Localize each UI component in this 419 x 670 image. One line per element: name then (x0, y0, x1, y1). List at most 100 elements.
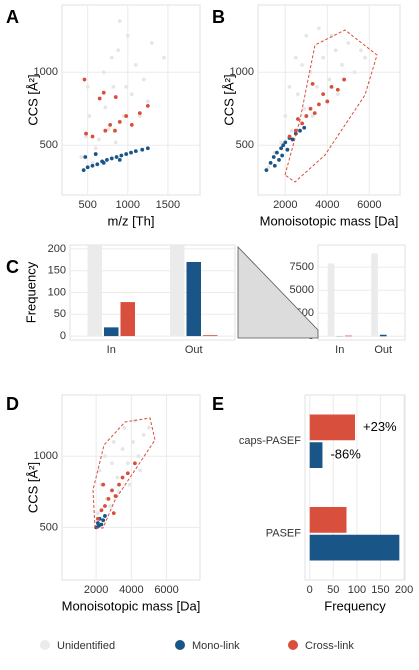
point (289, 128, 294, 133)
x-tick-label: Out (185, 344, 203, 356)
point (290, 137, 295, 142)
point (310, 114, 315, 118)
legend-label: Unidentified (57, 640, 115, 652)
point (300, 121, 305, 126)
y-axis-label: CCS [Å²] (25, 462, 40, 513)
x-axis-label: Monoisotopic mass [Da] (260, 213, 399, 228)
x-tick-label: 50 (327, 584, 339, 596)
zoom-connector (237, 246, 319, 339)
x-tick-label: 0 (307, 584, 313, 596)
point (82, 77, 87, 82)
point (115, 475, 120, 480)
point (87, 114, 92, 118)
point (308, 106, 313, 111)
y-tick-label: 7500 (290, 261, 314, 273)
point (109, 55, 114, 60)
point (321, 92, 326, 97)
point (346, 41, 351, 45)
point (161, 55, 166, 60)
point (95, 162, 100, 167)
point (96, 524, 101, 528)
point (333, 48, 338, 53)
point (124, 84, 129, 89)
point (137, 114, 142, 118)
y-tick-label: PASEF (266, 528, 302, 540)
point (264, 168, 269, 173)
panel-label: B (212, 7, 225, 27)
point (272, 163, 277, 168)
point (129, 122, 134, 127)
point (147, 425, 151, 430)
x-tick-label: 1000 (116, 199, 140, 211)
y-axis-label: CCS [Å²] (221, 74, 236, 125)
x-tick-label: 100 (348, 584, 366, 596)
point (99, 508, 104, 513)
y-tick-label: 500 (236, 139, 254, 151)
bar (203, 335, 218, 337)
y-tick-label: 100 (48, 286, 66, 298)
point (85, 165, 90, 170)
bar (327, 263, 335, 337)
panel: 0 50 100 150 200 C Frequency In Out (6, 243, 236, 356)
point (275, 150, 279, 155)
x-tick-label: 150 (371, 584, 389, 596)
point (120, 475, 125, 480)
point (145, 99, 150, 104)
point (304, 33, 309, 38)
point (141, 432, 146, 437)
x-tick-label: 2000 (84, 584, 108, 596)
point (279, 146, 284, 151)
x-axis-label: Frequency (324, 598, 386, 613)
point (125, 33, 130, 38)
x-tick-label: 4000 (315, 199, 339, 211)
legend-label: Mono-link (192, 640, 240, 652)
point (101, 70, 106, 75)
point (363, 55, 368, 60)
point (109, 156, 114, 161)
point (335, 87, 340, 92)
bar (371, 253, 378, 337)
point (127, 482, 132, 487)
point (300, 63, 305, 67)
point (293, 55, 298, 60)
panel: 500 1000 500 1000 1500 Am/z [Th] CCS [Å²] (6, 4, 201, 228)
point (314, 84, 319, 89)
point (296, 92, 300, 97)
bar (104, 327, 119, 337)
point (101, 518, 106, 523)
point (79, 155, 84, 159)
y-tick-label: 150 (48, 265, 66, 277)
y-tick-label: 0 (60, 330, 66, 342)
point (124, 114, 129, 118)
y-axis-label: Frequency (23, 261, 38, 323)
legend-swatch (288, 640, 298, 650)
y-tick-label: 50 (54, 308, 66, 320)
point (101, 90, 106, 95)
point (97, 137, 101, 142)
point (101, 160, 106, 165)
panel-label: A (6, 7, 19, 27)
point (342, 77, 347, 82)
point (287, 84, 292, 89)
point (329, 84, 334, 89)
point (103, 128, 108, 133)
x-tick-label: 6000 (357, 199, 381, 211)
point (106, 496, 111, 501)
point (131, 440, 136, 444)
bar (309, 442, 323, 468)
point (335, 92, 340, 97)
annotation: +23% (363, 419, 397, 434)
point (125, 461, 130, 466)
y-tick-label: 1000 (230, 66, 254, 78)
legend-swatch (40, 640, 50, 650)
point (114, 155, 119, 159)
panel: 500 1000 2000 4000 6000 D Monoisotopic mass [D… (6, 394, 201, 613)
point (310, 82, 315, 86)
point (133, 149, 138, 154)
bar (309, 534, 400, 561)
y-tick-label: 500 (40, 521, 58, 533)
point (283, 140, 288, 145)
x-tick-label: 500 (78, 199, 96, 211)
point (277, 158, 281, 162)
